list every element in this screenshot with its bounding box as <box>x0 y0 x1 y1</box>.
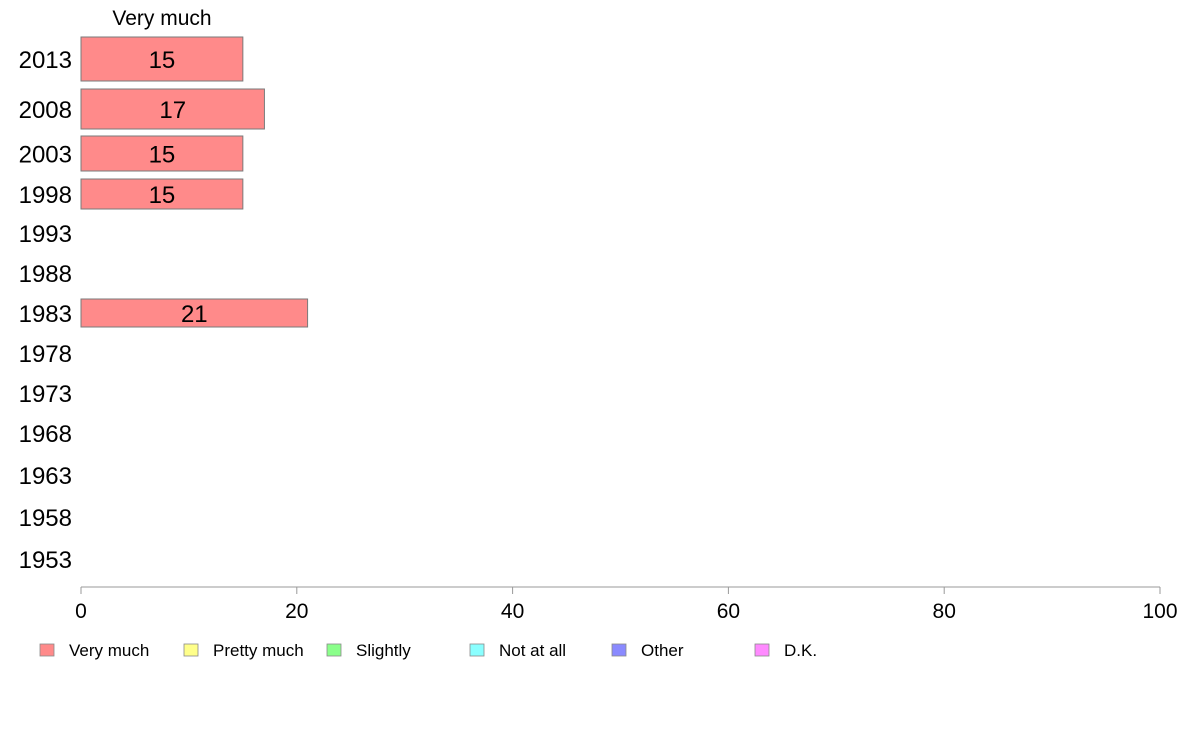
legend-label-5: D.K. <box>784 641 817 660</box>
bar-value-label-2008: 17 <box>159 97 186 124</box>
bar-value-label-1983: 21 <box>181 301 208 328</box>
year-labels: 2013 2008 2003 1998 1993 1988 1983 1978 1973 1968… <box>19 47 72 574</box>
legend-label-1: Pretty much <box>213 641 304 660</box>
year-label-1998: 1998 <box>19 182 72 209</box>
bar-2013 <box>80 36 244 82</box>
x-tick-label-40: 40 <box>501 600 524 623</box>
year-label-1953: 1953 <box>19 547 72 574</box>
x-tick-label-60: 60 <box>717 600 740 623</box>
year-label-1988: 1988 <box>19 261 72 288</box>
bar-1983 <box>80 298 309 328</box>
legend-swatch-1 <box>183 643 199 657</box>
legend-swatch-3 <box>469 643 485 657</box>
year-label-1983: 1983 <box>19 301 72 328</box>
bar-2003 <box>80 135 244 172</box>
legend-swatch-2 <box>326 643 342 657</box>
x-tick-label-100: 100 <box>1142 600 1177 623</box>
legend-swatch-4 <box>611 643 627 657</box>
legend: Very much Pretty much Slightly Not at all Ot… <box>39 641 817 660</box>
bars: 15 17 15 15 21 <box>80 36 309 328</box>
year-label-2003: 2003 <box>19 142 72 169</box>
legend-swatch-5 <box>754 643 770 657</box>
x-tick-label-80: 80 <box>933 600 956 623</box>
legend-label-2: Slightly <box>356 641 411 660</box>
legend-label-0: Very much <box>69 641 149 660</box>
x-tick-label-0: 0 <box>75 600 87 623</box>
year-label-1963: 1963 <box>19 463 72 490</box>
legend-swatch-0 <box>39 643 55 657</box>
year-label-1958: 1958 <box>19 505 72 532</box>
x-axis: 0 20 40 60 80 100 <box>75 586 1178 623</box>
legend-label-3: Not at all <box>499 641 566 660</box>
bar-value-label-2013: 15 <box>149 47 176 74</box>
year-label-2013: 2013 <box>19 47 72 74</box>
bar-value-label-2003: 15 <box>149 142 176 169</box>
column-header: Very much <box>112 7 211 30</box>
year-label-1993: 1993 <box>19 221 72 248</box>
bar-value-label-1998: 15 <box>149 182 176 209</box>
legend-label-4: Other <box>641 641 684 660</box>
x-tick-label-20: 20 <box>285 600 308 623</box>
bar-1998 <box>80 178 244 210</box>
bar-2008 <box>80 88 265 130</box>
year-label-1973: 1973 <box>19 381 72 408</box>
year-label-2008: 2008 <box>19 97 72 124</box>
year-label-1968: 1968 <box>19 421 72 448</box>
year-label-1978: 1978 <box>19 341 72 368</box>
